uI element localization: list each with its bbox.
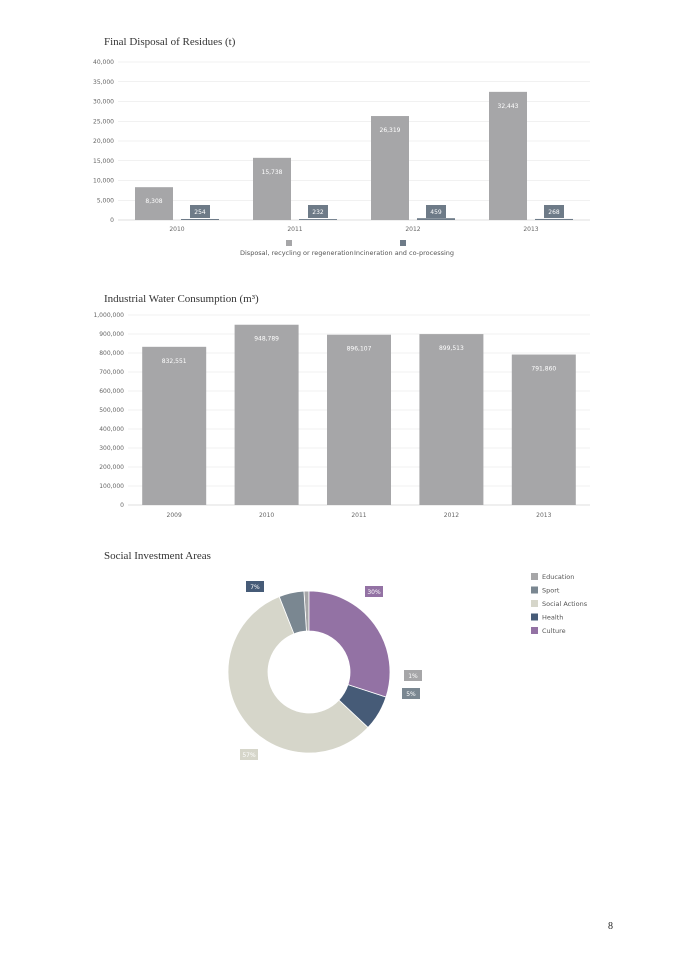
legend-swatch [531,600,538,607]
y-tick-label: 35,000 [93,79,114,86]
data-label-box [544,205,564,218]
legend-label: Sport [542,587,560,595]
bar [327,334,391,505]
legend-swatch [400,240,406,246]
bar [142,346,207,505]
data-label: 15,738 [262,169,283,176]
legend-swatch [531,627,538,634]
data-label-box [426,205,446,218]
social-chart-title: Social Investment Areas [104,550,211,562]
legend-swatch [286,240,292,246]
y-tick-label: 20,000 [93,138,114,145]
x-tick-label: 2012 [405,226,420,233]
x-tick-label: 2012 [444,512,459,519]
data-label: 32,443 [498,103,519,110]
data-label: 254 [194,209,206,216]
data-label: 459 [430,209,442,216]
y-tick-label: 200,000 [99,464,124,471]
data-label: 26,319 [380,127,401,134]
slice-label-box [246,581,264,592]
data-label: 8,308 [145,198,162,205]
y-tick-label: 25,000 [93,118,114,125]
donut-slice [227,596,369,754]
y-tick-label: 5,000 [97,197,114,204]
y-tick-label: 1,000,000 [93,312,124,319]
legend-swatch [531,586,538,594]
legend-label: Social Actions [542,600,588,608]
data-label: 832,551 [162,358,187,365]
x-tick-label: 2010 [259,512,274,519]
y-tick-label: 900,000 [99,331,124,338]
slice-label-box [240,749,258,760]
data-label: 791,860 [531,366,556,373]
bar [371,116,409,220]
slice-label-box [365,586,383,597]
bar [419,334,484,505]
slice-label-box [402,688,420,699]
legend-label: Disposal, recycling or regeneration [240,249,354,257]
bar [253,157,291,220]
slice-label: 5% [406,691,416,698]
legend-label: Education [542,573,574,581]
bar [135,187,173,220]
bar [234,324,299,505]
slice-label: 7% [250,584,260,591]
donut-slice [308,590,391,698]
page-number: 8 [608,921,613,932]
y-tick-label: 800,000 [99,350,124,357]
slice-label: 57% [242,752,256,759]
legend-label: Culture [542,627,566,635]
legend-swatch [531,613,538,621]
x-tick-label: 2010 [169,226,184,233]
y-tick-label: 0 [120,502,124,509]
y-tick-label: 10,000 [93,178,114,185]
data-label-box [308,205,328,218]
water-chart-title: Industrial Water Consumption (m³) [104,293,259,305]
legend-label: Health [542,614,563,622]
x-tick-label: 2013 [536,512,551,519]
residues-chart-title: Final Disposal of Residues (t) [104,36,236,48]
slice-label: 1% [408,673,418,680]
y-tick-label: 700,000 [99,369,124,376]
data-label: 268 [548,209,560,216]
y-tick-label: 40,000 [93,59,114,66]
data-label-box [190,205,210,218]
data-label: 948,789 [254,336,279,343]
slice-label-box [404,670,422,681]
x-tick-label: 2009 [167,512,182,519]
data-label: 232 [312,209,324,216]
data-label: 899,513 [439,345,464,352]
bar [299,219,337,220]
x-tick-label: 2011 [351,512,366,519]
y-tick-label: 500,000 [99,407,124,414]
y-tick-label: 400,000 [99,426,124,433]
y-tick-label: 30,000 [93,99,114,106]
y-tick-label: 0 [110,217,114,224]
bar [181,218,219,220]
legend-swatch [531,573,538,580]
slice-label: 30% [367,589,381,596]
bar [511,354,576,505]
bar [417,218,455,220]
y-tick-label: 300,000 [99,445,124,452]
bar [535,218,573,220]
data-label: 896,107 [347,346,372,353]
y-tick-label: 600,000 [99,388,124,395]
x-tick-label: 2013 [523,226,538,233]
y-tick-label: 15,000 [93,158,114,165]
bar [489,91,527,220]
legend-label: Incineration and co-processing [354,249,454,257]
y-tick-label: 100,000 [99,483,124,490]
x-tick-label: 2011 [287,226,302,233]
